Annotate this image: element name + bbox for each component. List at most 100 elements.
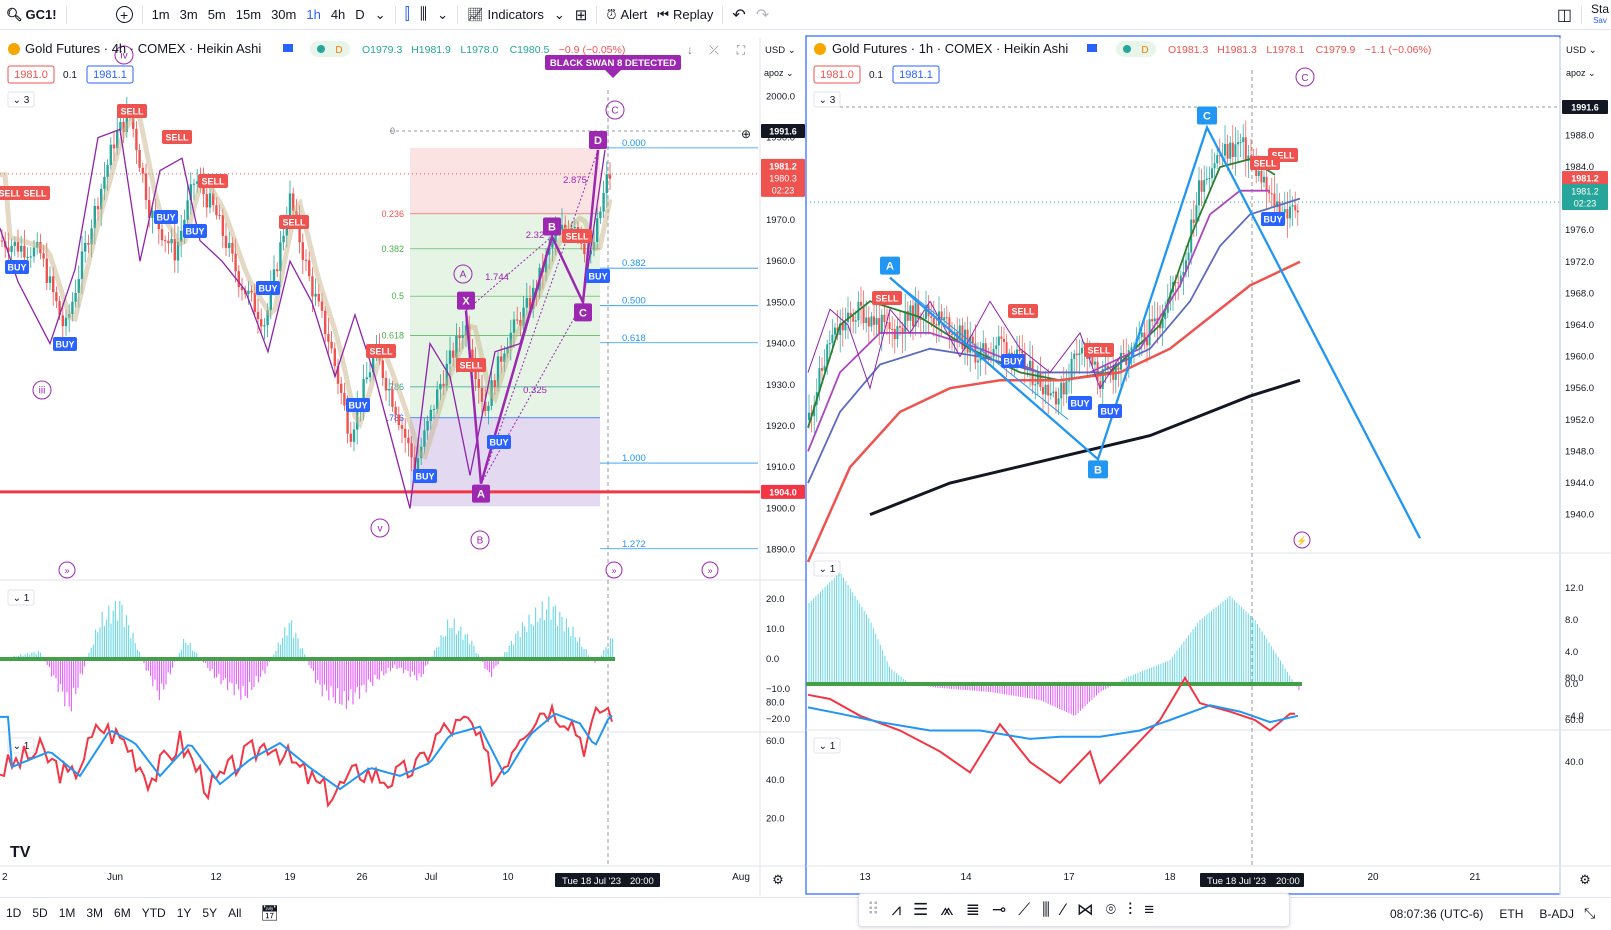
candle-body	[608, 174, 612, 179]
add-symbol-button[interactable]: +	[111, 0, 138, 30]
event-marker-icon[interactable]	[58, 561, 76, 579]
ask-price[interactable]: 1981.1	[93, 69, 127, 81]
scale-label[interactable]: apoz ⌄	[764, 68, 794, 78]
indicators-button[interactable]: 📈︎ Indicators	[462, 0, 549, 30]
settings-gear-icon[interactable]: ⚙	[1579, 872, 1591, 887]
charts-area[interactable]: 2000.01990.01980.01970.01960.01950.01940…	[0, 0, 1611, 897]
adjustment-label[interactable]: B-ADJ	[1539, 907, 1575, 921]
fib-channel-icon[interactable]: ≣	[965, 900, 980, 919]
projection-icon[interactable]: ≡	[1144, 900, 1155, 919]
candle-style-icon[interactable]: ⫿	[404, 5, 410, 23]
pane-count[interactable]: ⌄ 3	[13, 95, 30, 106]
maximize-icon[interactable]: ⛶	[736, 43, 746, 57]
ask-price[interactable]: 1981.1	[899, 69, 933, 81]
timeframe-D[interactable]: D	[355, 7, 365, 22]
currency-label[interactable]: USD ⌄	[765, 45, 796, 56]
bid-price[interactable]: 1981.0	[14, 69, 48, 81]
alert-button[interactable]: ⏰︎ Alert	[601, 0, 652, 30]
left-chart[interactable]: 2000.0 1990.0 19 80.0 1970.0 1960.0 1950.0 1940…	[0, 38, 806, 895]
fib-spiral-icon[interactable]: ⌾	[1105, 900, 1116, 919]
sub-pane-count[interactable]: ⌄ 1	[13, 593, 30, 604]
sub-pane-box[interactable]	[813, 560, 841, 577]
candle-body	[74, 292, 77, 302]
candle-body	[844, 322, 847, 331]
layout-icon[interactable]: ◫	[1556, 6, 1572, 24]
timeframe-30m[interactable]: 30m	[271, 7, 297, 22]
chevron-down-icon[interactable]: ⌄	[374, 6, 386, 22]
bid-box[interactable]	[7, 65, 55, 84]
chevron-down-icon[interactable]: ⌄	[437, 6, 448, 22]
range-all[interactable]: All	[228, 906, 242, 920]
arrow-down-icon[interactable]: ↓	[687, 43, 693, 57]
add-line-icon[interactable]: ⊕	[741, 127, 751, 141]
time-tick-label: 17	[1063, 872, 1075, 883]
pattern-tool-icon[interactable]: ⩘	[891, 900, 902, 919]
range-1m[interactable]: 1M	[58, 906, 76, 920]
fib-tool-icon[interactable]: ☰	[913, 900, 929, 919]
xabcd-tool-icon[interactable]: ⩕	[940, 900, 954, 919]
redo-icon[interactable]: ↷	[755, 6, 770, 24]
range-6m[interactable]: 6M	[114, 906, 131, 920]
range-ytd[interactable]: YTD	[141, 906, 166, 920]
bid-price[interactable]: 1981.0	[820, 69, 854, 81]
save-button[interactable]: Sta Sav	[1586, 0, 1611, 30]
flag-icon[interactable]	[1087, 44, 1097, 52]
fib-timezone-icon[interactable]: ⫶	[1127, 900, 1133, 919]
ask-box[interactable]	[892, 65, 940, 84]
horizontal-line-icon[interactable]: ⊸	[991, 900, 1007, 919]
sub-pane-box[interactable]	[7, 589, 35, 606]
range-1y[interactable]: 1Y	[176, 906, 192, 920]
fib-level-label: 0.618	[622, 333, 646, 344]
pane-collapse-box[interactable]	[7, 91, 35, 108]
bars-pattern-icon[interactable]: ⫼	[1042, 900, 1050, 919]
pane-collapse-box[interactable]	[813, 91, 841, 108]
trend-line-icon[interactable]: ⟋	[1018, 900, 1031, 919]
sub-pane-count[interactable]: ⌄ 1	[13, 741, 30, 752]
timeframe-1m[interactable]: 1m	[151, 7, 170, 22]
event-marker-icon[interactable]	[1293, 531, 1311, 549]
ask-box[interactable]	[86, 65, 134, 84]
timeframe-3m[interactable]: 3m	[179, 7, 198, 22]
collapse-icon[interactable]: ⤫	[709, 43, 719, 57]
sub-pane-box[interactable]	[813, 737, 841, 754]
event-marker-icon[interactable]	[605, 561, 623, 579]
templates-icon[interactable]: ⊞	[574, 6, 588, 24]
candle-body	[458, 335, 461, 339]
range-3m[interactable]: 3M	[86, 906, 104, 920]
range-5y[interactable]: 5Y	[202, 906, 218, 920]
range-1d[interactable]: 1D	[6, 906, 22, 920]
timeframe-4h[interactable]: 4h	[330, 7, 346, 22]
flag-icon[interactable]	[283, 44, 293, 52]
bars-style-icon[interactable]: ⫼	[419, 5, 428, 23]
right-chart[interactable]: 1988.01984.01980.01976.01972.01968.01964…	[805, 35, 1611, 895]
clock-label[interactable]: 08:07:36 (UTC-6)	[1390, 907, 1484, 921]
date-range-icon[interactable]: 📅︎	[260, 905, 280, 922]
event-marker-icon[interactable]	[701, 561, 719, 579]
ray-icon[interactable]: ⁄	[1061, 900, 1065, 919]
bid-box[interactable]	[813, 65, 861, 84]
currency-label[interactable]: USD ⌄	[1566, 45, 1597, 56]
candle-body	[828, 342, 831, 345]
sub-pane-count[interactable]: ⌄ 1	[819, 741, 836, 752]
settings-gear-icon[interactable]: ⚙	[772, 872, 784, 887]
chevron-down-icon[interactable]: ⌄	[553, 6, 565, 22]
range-5d[interactable]: 5D	[32, 906, 48, 920]
timeframe-1h[interactable]: 1h	[306, 7, 321, 22]
candle-body	[909, 305, 912, 321]
support-price-tag: 1904.0	[769, 487, 797, 497]
timeframe-5m[interactable]: 5m	[207, 7, 226, 22]
sub-pane-box[interactable]	[7, 737, 35, 754]
pane-count[interactable]: ⌄ 3	[819, 95, 836, 106]
sub-pane-count[interactable]: ⌄ 1	[819, 564, 836, 575]
undo-icon[interactable]: ↶	[732, 6, 746, 24]
wave-label: B	[477, 536, 484, 547]
session-label[interactable]: ETH	[1499, 907, 1524, 921]
drag-handle-icon[interactable]: ⠿	[867, 900, 880, 919]
timeframe-15m[interactable]: 15m	[235, 7, 262, 22]
replay-button[interactable]: ⏮︎ Replay	[652, 0, 718, 30]
scale-label[interactable]: apoz ⌄	[1566, 68, 1596, 78]
time-tick-label: 26	[356, 872, 368, 883]
cypher-tool-icon[interactable]: ⋈	[1076, 900, 1094, 919]
symbol-search-button[interactable]: 🔍︎ GC1!	[0, 0, 62, 30]
scale-settings-icon[interactable]: ⤡	[1584, 905, 1596, 921]
